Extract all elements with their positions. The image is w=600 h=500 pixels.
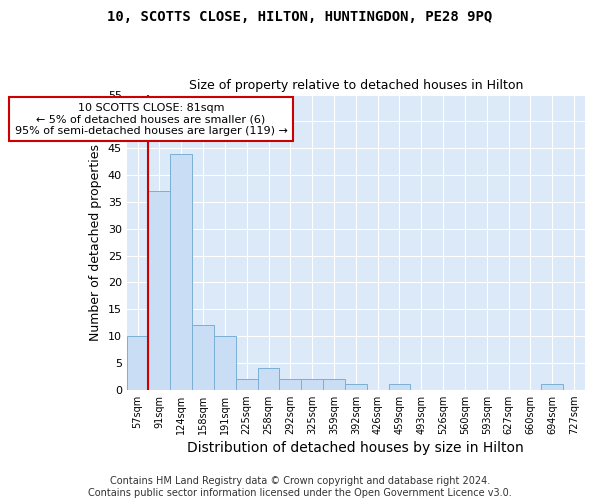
Bar (236, 379, 257, 390)
Bar (389, 384, 410, 390)
Bar (257, 368, 280, 390)
X-axis label: Distribution of detached houses by size in Hilton: Distribution of detached houses by size … (187, 441, 524, 455)
Text: 10, SCOTTS CLOSE, HILTON, HUNTINGDON, PE28 9PQ: 10, SCOTTS CLOSE, HILTON, HUNTINGDON, PE… (107, 10, 493, 24)
Bar (323, 379, 345, 390)
Text: 10 SCOTTS CLOSE: 81sqm
← 5% of detached houses are smaller (6)
95% of semi-detac: 10 SCOTTS CLOSE: 81sqm ← 5% of detached … (14, 102, 287, 136)
Bar (280, 379, 301, 390)
Bar (127, 336, 148, 390)
Title: Size of property relative to detached houses in Hilton: Size of property relative to detached ho… (188, 79, 523, 92)
Bar (301, 379, 323, 390)
Text: Contains HM Land Registry data © Crown copyright and database right 2024.
Contai: Contains HM Land Registry data © Crown c… (88, 476, 512, 498)
Bar (214, 336, 236, 390)
Y-axis label: Number of detached properties: Number of detached properties (89, 144, 102, 340)
Bar (148, 191, 170, 390)
Bar (541, 384, 563, 390)
Bar (345, 384, 367, 390)
Bar (192, 326, 214, 390)
Bar (170, 154, 192, 390)
